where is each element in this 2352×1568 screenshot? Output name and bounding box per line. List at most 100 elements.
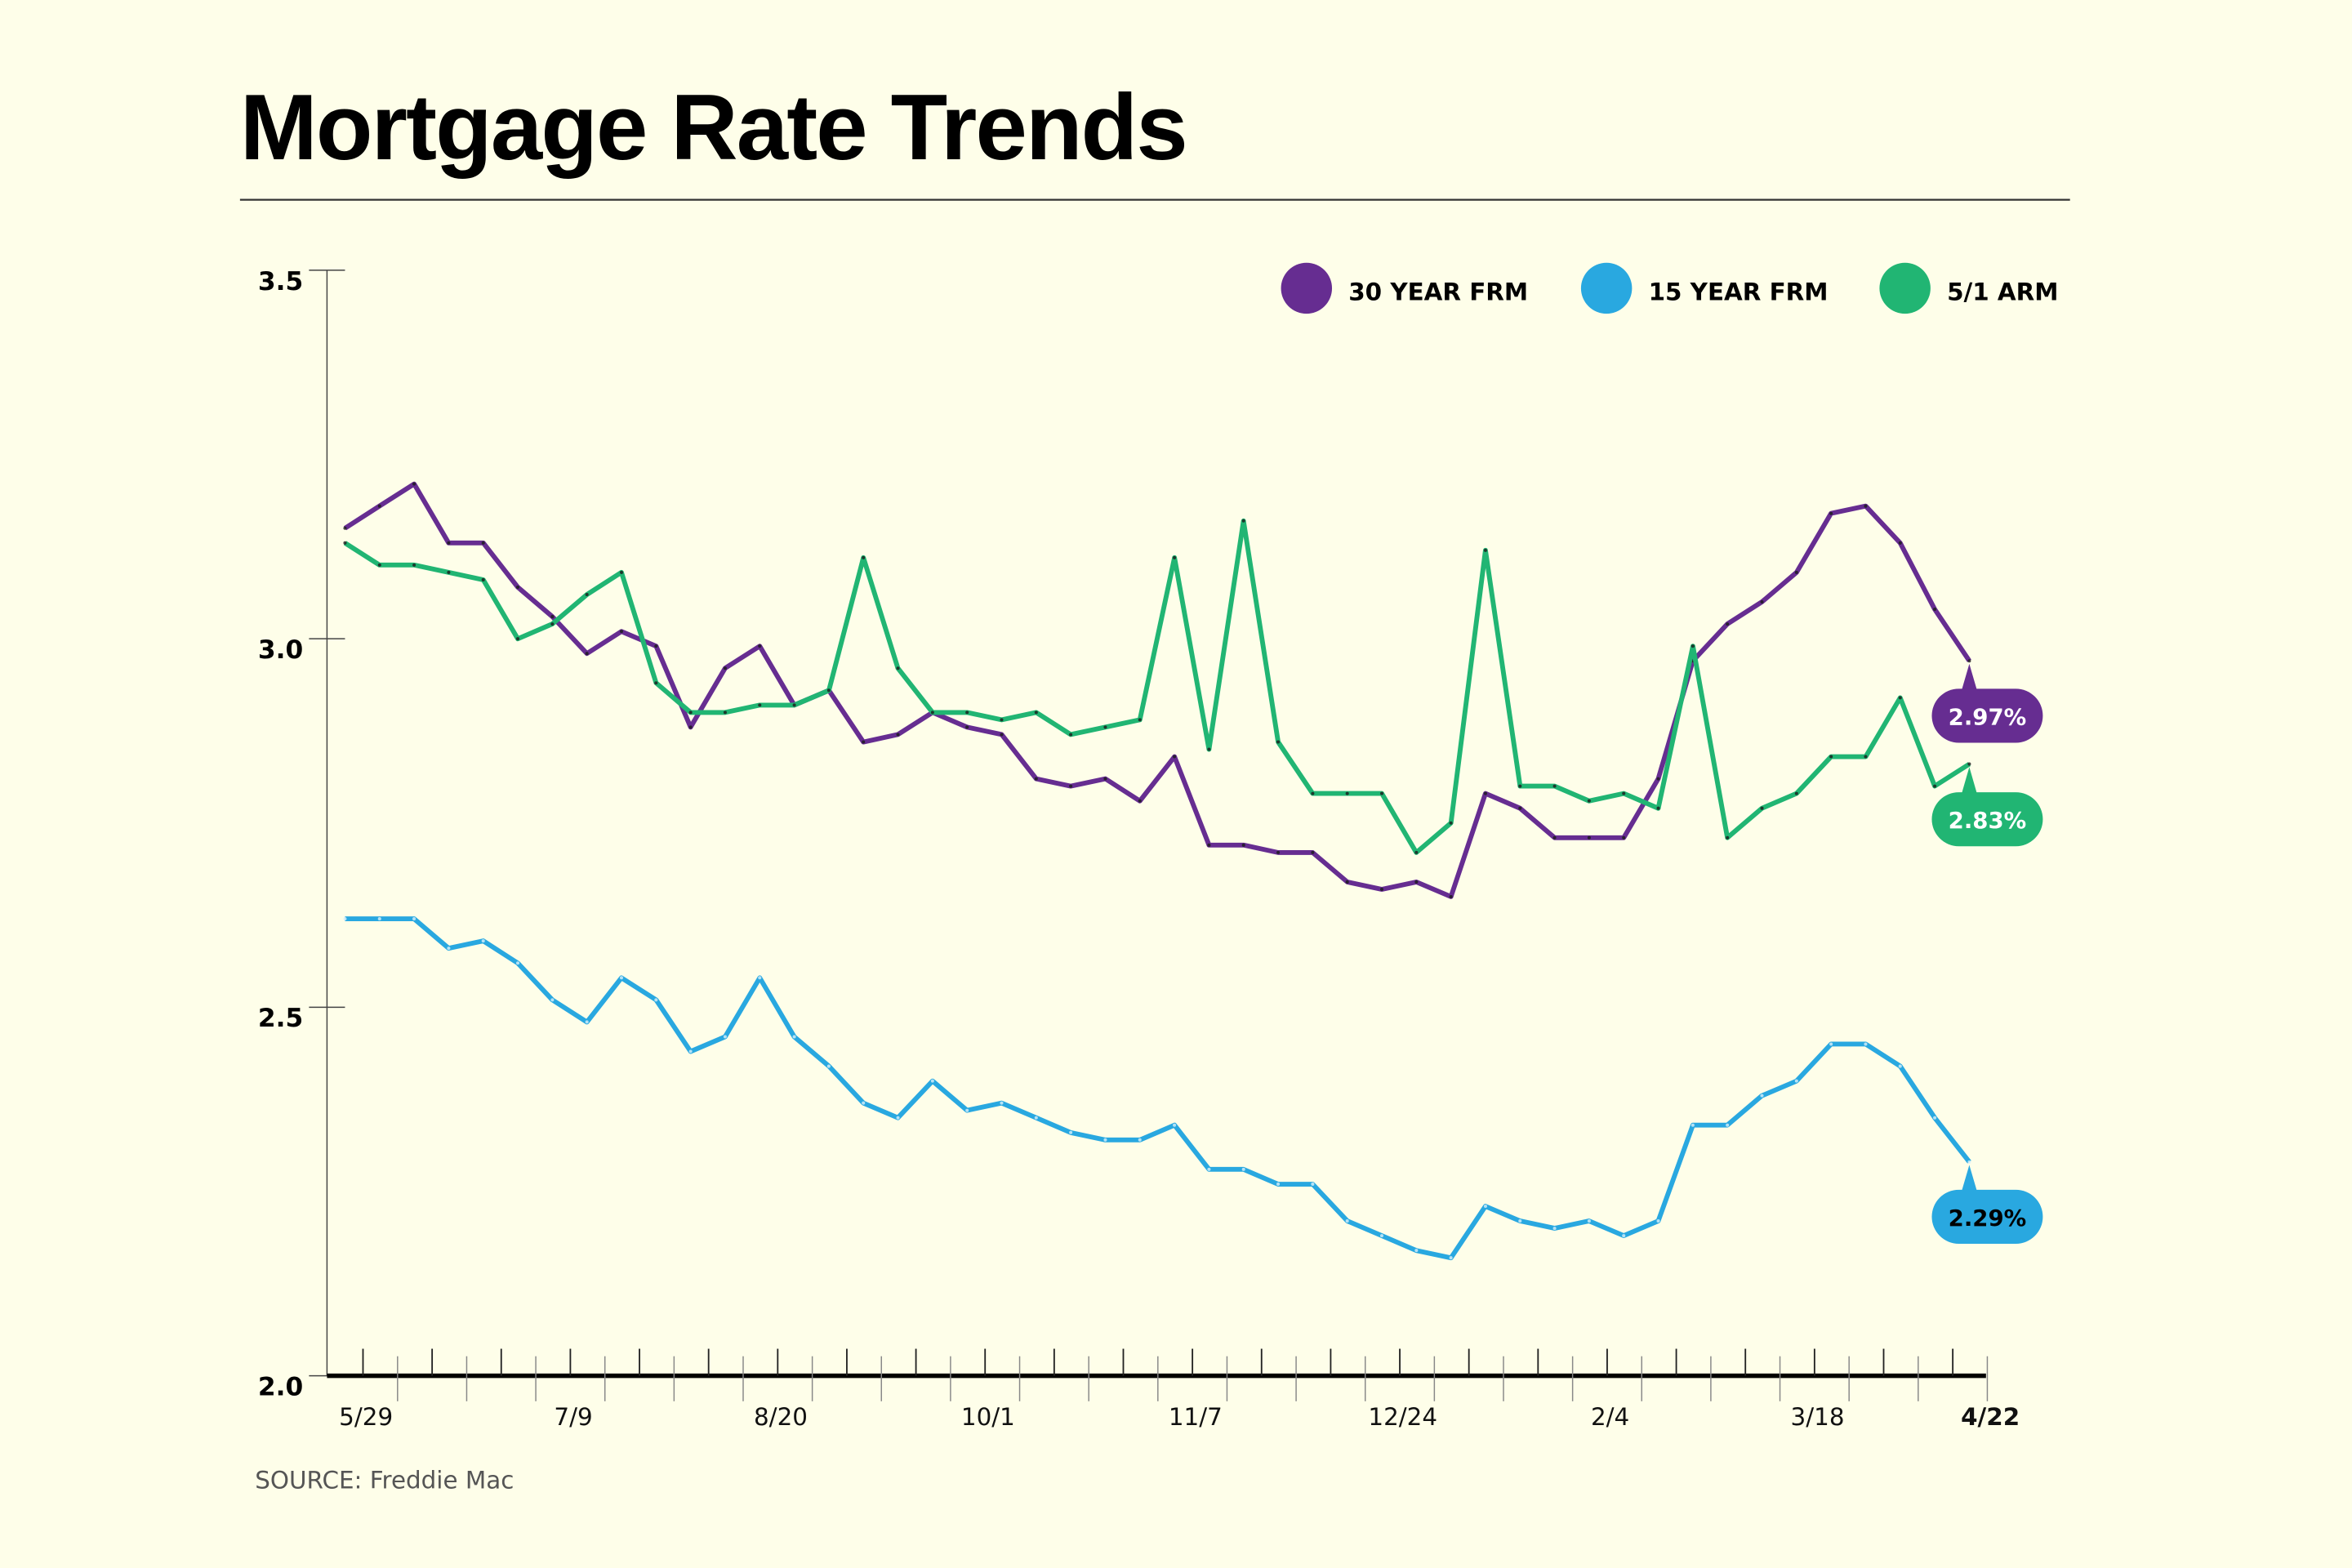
series-line: [343, 518, 1971, 855]
data-point: [1069, 1130, 1073, 1134]
data-point: [896, 733, 900, 737]
data-point: [1794, 570, 1798, 574]
data-point: [1379, 1234, 1384, 1238]
data-point: [619, 976, 624, 980]
data-point: [1587, 835, 1591, 840]
data-point: [792, 1035, 796, 1039]
x-tick-label: 7/9: [554, 1403, 592, 1431]
series-line: [345, 916, 1971, 1261]
end-value-badge: 2.29%: [1931, 1165, 2043, 1244]
badge-pointer: [1960, 767, 1979, 799]
data-point: [1241, 1167, 1245, 1171]
data-point: [412, 482, 416, 486]
y-tick-label: 2.0: [258, 1372, 303, 1401]
data-point: [862, 740, 866, 744]
x-tick-label: 2/4: [1591, 1403, 1629, 1431]
x-tick-label: 4/22: [1961, 1403, 2020, 1431]
end-value-badge: 2.83%: [1931, 767, 2043, 847]
legend-item: 5/1 ARM: [1879, 262, 2059, 314]
data-point: [1622, 1234, 1626, 1238]
data-point: [550, 998, 555, 1002]
data-point: [1000, 733, 1004, 737]
data-point: [826, 688, 831, 693]
legend-swatch-icon: [1580, 262, 1633, 314]
data-point: [1656, 806, 1660, 810]
data-point: [1414, 880, 1419, 884]
data-point: [377, 917, 381, 921]
series-5-1-arm: [343, 518, 1971, 855]
data-point: [585, 652, 589, 656]
data-point: [1933, 1116, 1937, 1120]
x-tick-label: 8/20: [754, 1403, 808, 1431]
legend-label: 15 YEAR FRM: [1649, 278, 1829, 306]
data-point: [516, 961, 520, 965]
data-point: [377, 504, 381, 508]
data-point: [1794, 1079, 1798, 1083]
data-point: [1483, 791, 1487, 795]
data-point: [965, 1108, 969, 1112]
data-point: [758, 703, 762, 707]
data-point: [550, 622, 555, 626]
badge-pointer: [1960, 1165, 1979, 1196]
data-point: [1483, 548, 1487, 552]
data-point: [1656, 777, 1660, 781]
data-point: [1726, 1123, 1730, 1127]
data-point: [1414, 850, 1419, 854]
data-point: [654, 644, 658, 648]
data-point: [1034, 1116, 1038, 1120]
data-point: [1552, 835, 1557, 840]
data-point: [1726, 622, 1730, 626]
data-point: [1207, 1167, 1211, 1171]
badge-label: 2.29%: [1949, 1205, 2027, 1232]
data-point: [516, 637, 520, 641]
data-point: [1449, 894, 1453, 899]
data-point: [1690, 1123, 1695, 1127]
data-point: [1069, 733, 1073, 737]
data-point: [447, 947, 451, 951]
data-point: [1587, 799, 1591, 803]
data-point: [1345, 791, 1349, 795]
data-point: [1379, 887, 1384, 891]
badge-pointer: [1960, 663, 1979, 695]
data-point: [585, 592, 589, 597]
data-point: [1622, 791, 1626, 795]
data-point: [654, 998, 658, 1002]
data-point: [481, 939, 485, 943]
data-point: [1552, 1227, 1557, 1231]
data-point: [516, 585, 520, 589]
data-point: [1345, 880, 1349, 884]
x-tick-label: 10/1: [961, 1403, 1015, 1431]
data-point: [792, 703, 796, 707]
data-point: [1829, 755, 1833, 759]
data-point: [1345, 1219, 1349, 1223]
series-15-year-frm: [343, 916, 1971, 1261]
axes: 2.0 2.5 3.0 3.5 5/29 7/9 8/20 10/1 11/7 12/24 2/4 3…: [258, 267, 2020, 1431]
data-point: [1311, 791, 1315, 795]
data-point: [1829, 511, 1833, 515]
data-point: [654, 681, 658, 685]
data-point: [447, 541, 451, 545]
badge-bg: [1931, 688, 2043, 743]
data-point: [343, 541, 347, 545]
data-point: [1690, 644, 1695, 648]
x-tick-label: 11/7: [1169, 1403, 1223, 1431]
data-point: [1241, 519, 1245, 523]
legend-item: 15 YEAR FRM: [1580, 262, 1829, 314]
y-tick-label: 2.5: [258, 1004, 303, 1033]
data-point: [1414, 1249, 1419, 1253]
data-point: [1000, 718, 1004, 722]
data-point: [1587, 1219, 1591, 1223]
data-point: [1760, 1094, 1764, 1098]
data-point: [343, 526, 347, 530]
data-point: [1173, 755, 1177, 759]
data-point: [1760, 806, 1764, 810]
data-point: [1276, 740, 1281, 744]
data-point: [619, 630, 624, 634]
data-point: [758, 976, 762, 980]
data-point: [1898, 696, 1902, 700]
data-point: [343, 917, 347, 921]
data-point: [1864, 755, 1868, 759]
data-point: [896, 1116, 900, 1120]
data-point: [1518, 1219, 1522, 1223]
